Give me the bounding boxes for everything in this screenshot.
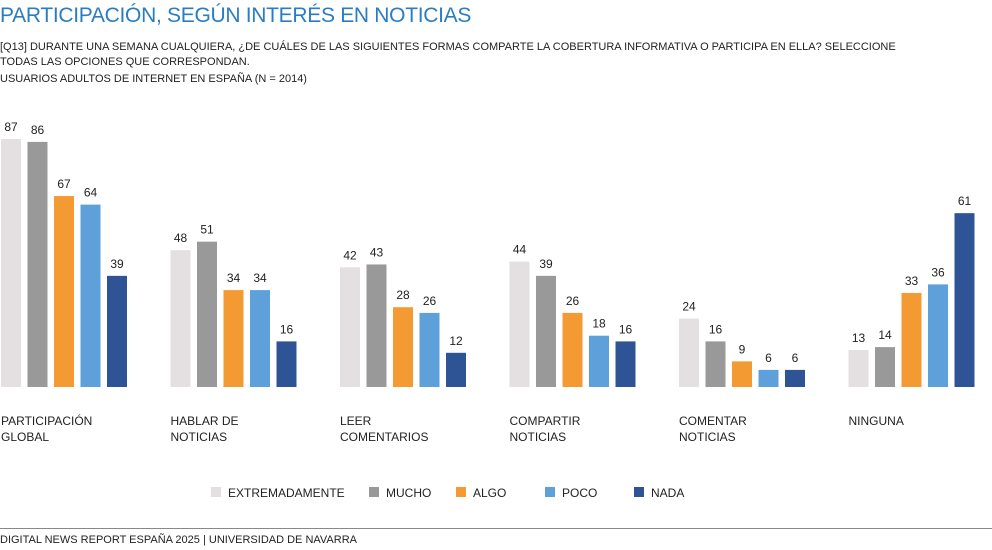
legend-label: MUCHO	[386, 486, 431, 500]
data-label: 44	[513, 243, 527, 257]
data-label: 9	[739, 342, 746, 356]
data-label: 51	[200, 223, 214, 237]
bar-extremadamente-0	[1, 139, 21, 387]
bar-mucho-2	[366, 264, 387, 387]
data-label: 48	[174, 231, 188, 245]
bar-mucho-5	[875, 347, 895, 387]
data-label: 43	[370, 245, 384, 259]
bar-poco-0	[80, 204, 101, 387]
bar-algo-1	[223, 290, 244, 387]
chart-title: PARTICIPACIÓN, SEGÚN INTERÉS EN NOTICIAS	[0, 4, 472, 27]
bar-nada-2	[446, 352, 466, 387]
bar-algo-3	[562, 312, 583, 387]
data-label: 28	[396, 288, 410, 302]
data-label: 86	[31, 123, 45, 137]
bar-mucho-0	[27, 141, 48, 387]
data-label: 36	[931, 265, 945, 279]
data-label: 12	[449, 334, 463, 348]
legend-swatch-nada	[634, 487, 644, 497]
legend-swatch-poco	[545, 487, 555, 497]
footer-source: DIGITAL NEWS REPORT ESPAÑA 2025 | UNIVER…	[0, 534, 357, 546]
bar-nada-3	[615, 341, 636, 387]
data-label: 34	[227, 271, 241, 285]
category-label: NOTICIAS	[510, 430, 567, 444]
bar-algo-5	[901, 292, 922, 387]
data-label: 39	[539, 257, 553, 271]
bar-extremadamente-4	[679, 318, 699, 387]
data-label: 67	[57, 177, 71, 191]
data-label: 6	[765, 351, 772, 365]
chart-base-note: USUARIOS ADULTOS DE INTERNET EN ESPAÑA (…	[0, 73, 307, 85]
bar-extremadamente-1	[170, 250, 191, 387]
bar-extremadamente-2	[340, 267, 360, 387]
data-label: 16	[280, 322, 294, 336]
bar-algo-2	[393, 307, 413, 387]
legend-swatch-mucho	[369, 487, 379, 497]
category-label: PARTICIPACIÓN	[1, 413, 92, 428]
bar-poco-5	[928, 284, 948, 387]
data-label: 18	[592, 317, 606, 331]
legend-swatch-algo	[456, 487, 466, 497]
legend-swatch-extremadamente	[211, 487, 221, 497]
data-label: 42	[343, 248, 357, 262]
bar-algo-4	[732, 361, 752, 387]
bar-nada-5	[954, 213, 975, 387]
category-label: COMENTARIOS	[340, 430, 428, 444]
bar-poco-2	[419, 312, 440, 387]
category-label: NOTICIAS	[171, 430, 228, 444]
category-label: LEER	[340, 414, 372, 428]
data-label: 39	[110, 257, 124, 271]
category-label: NOTICIAS	[679, 430, 736, 444]
bar-nada-1	[276, 341, 297, 387]
category-label: GLOBAL	[1, 430, 49, 444]
data-label: 26	[566, 294, 580, 308]
bar-nada-4	[785, 369, 805, 387]
legend-label: ALGO	[473, 486, 506, 500]
legend-label: POCO	[562, 486, 597, 500]
bar-mucho-4	[705, 341, 726, 387]
data-label: 6	[792, 351, 799, 365]
bar-poco-3	[589, 335, 609, 387]
data-label: 61	[958, 194, 972, 208]
bar-poco-1	[250, 290, 270, 387]
data-label: 13	[852, 331, 866, 345]
category-label: COMPARTIR	[510, 414, 581, 428]
data-label: 16	[619, 322, 633, 336]
chart-question: [Q13] DURANTE UNA SEMANA CUALQUIERA, ¿DE…	[0, 41, 896, 68]
data-label: 34	[253, 271, 267, 285]
category-label: HABLAR DE	[171, 414, 239, 428]
bar-extremadamente-3	[509, 261, 530, 387]
bar-poco-4	[758, 369, 779, 387]
footer-divider	[0, 528, 992, 529]
category-label: COMENTAR	[679, 414, 747, 428]
bar-mucho-1	[197, 241, 217, 387]
data-label: 33	[905, 274, 919, 288]
data-label: 26	[423, 294, 437, 308]
bar-algo-0	[54, 196, 74, 387]
data-label: 87	[4, 120, 18, 134]
data-label: 64	[84, 186, 98, 200]
bar-mucho-3	[536, 275, 556, 387]
data-label: 14	[878, 328, 892, 342]
bar-extremadamente-5	[848, 349, 869, 387]
data-label: 24	[682, 300, 696, 314]
legend-label: EXTREMADAMENTE	[228, 486, 345, 500]
legend-label: NADA	[651, 486, 684, 500]
category-label: NINGUNA	[849, 414, 904, 428]
bar-nada-0	[107, 275, 127, 387]
data-label: 16	[709, 322, 723, 336]
